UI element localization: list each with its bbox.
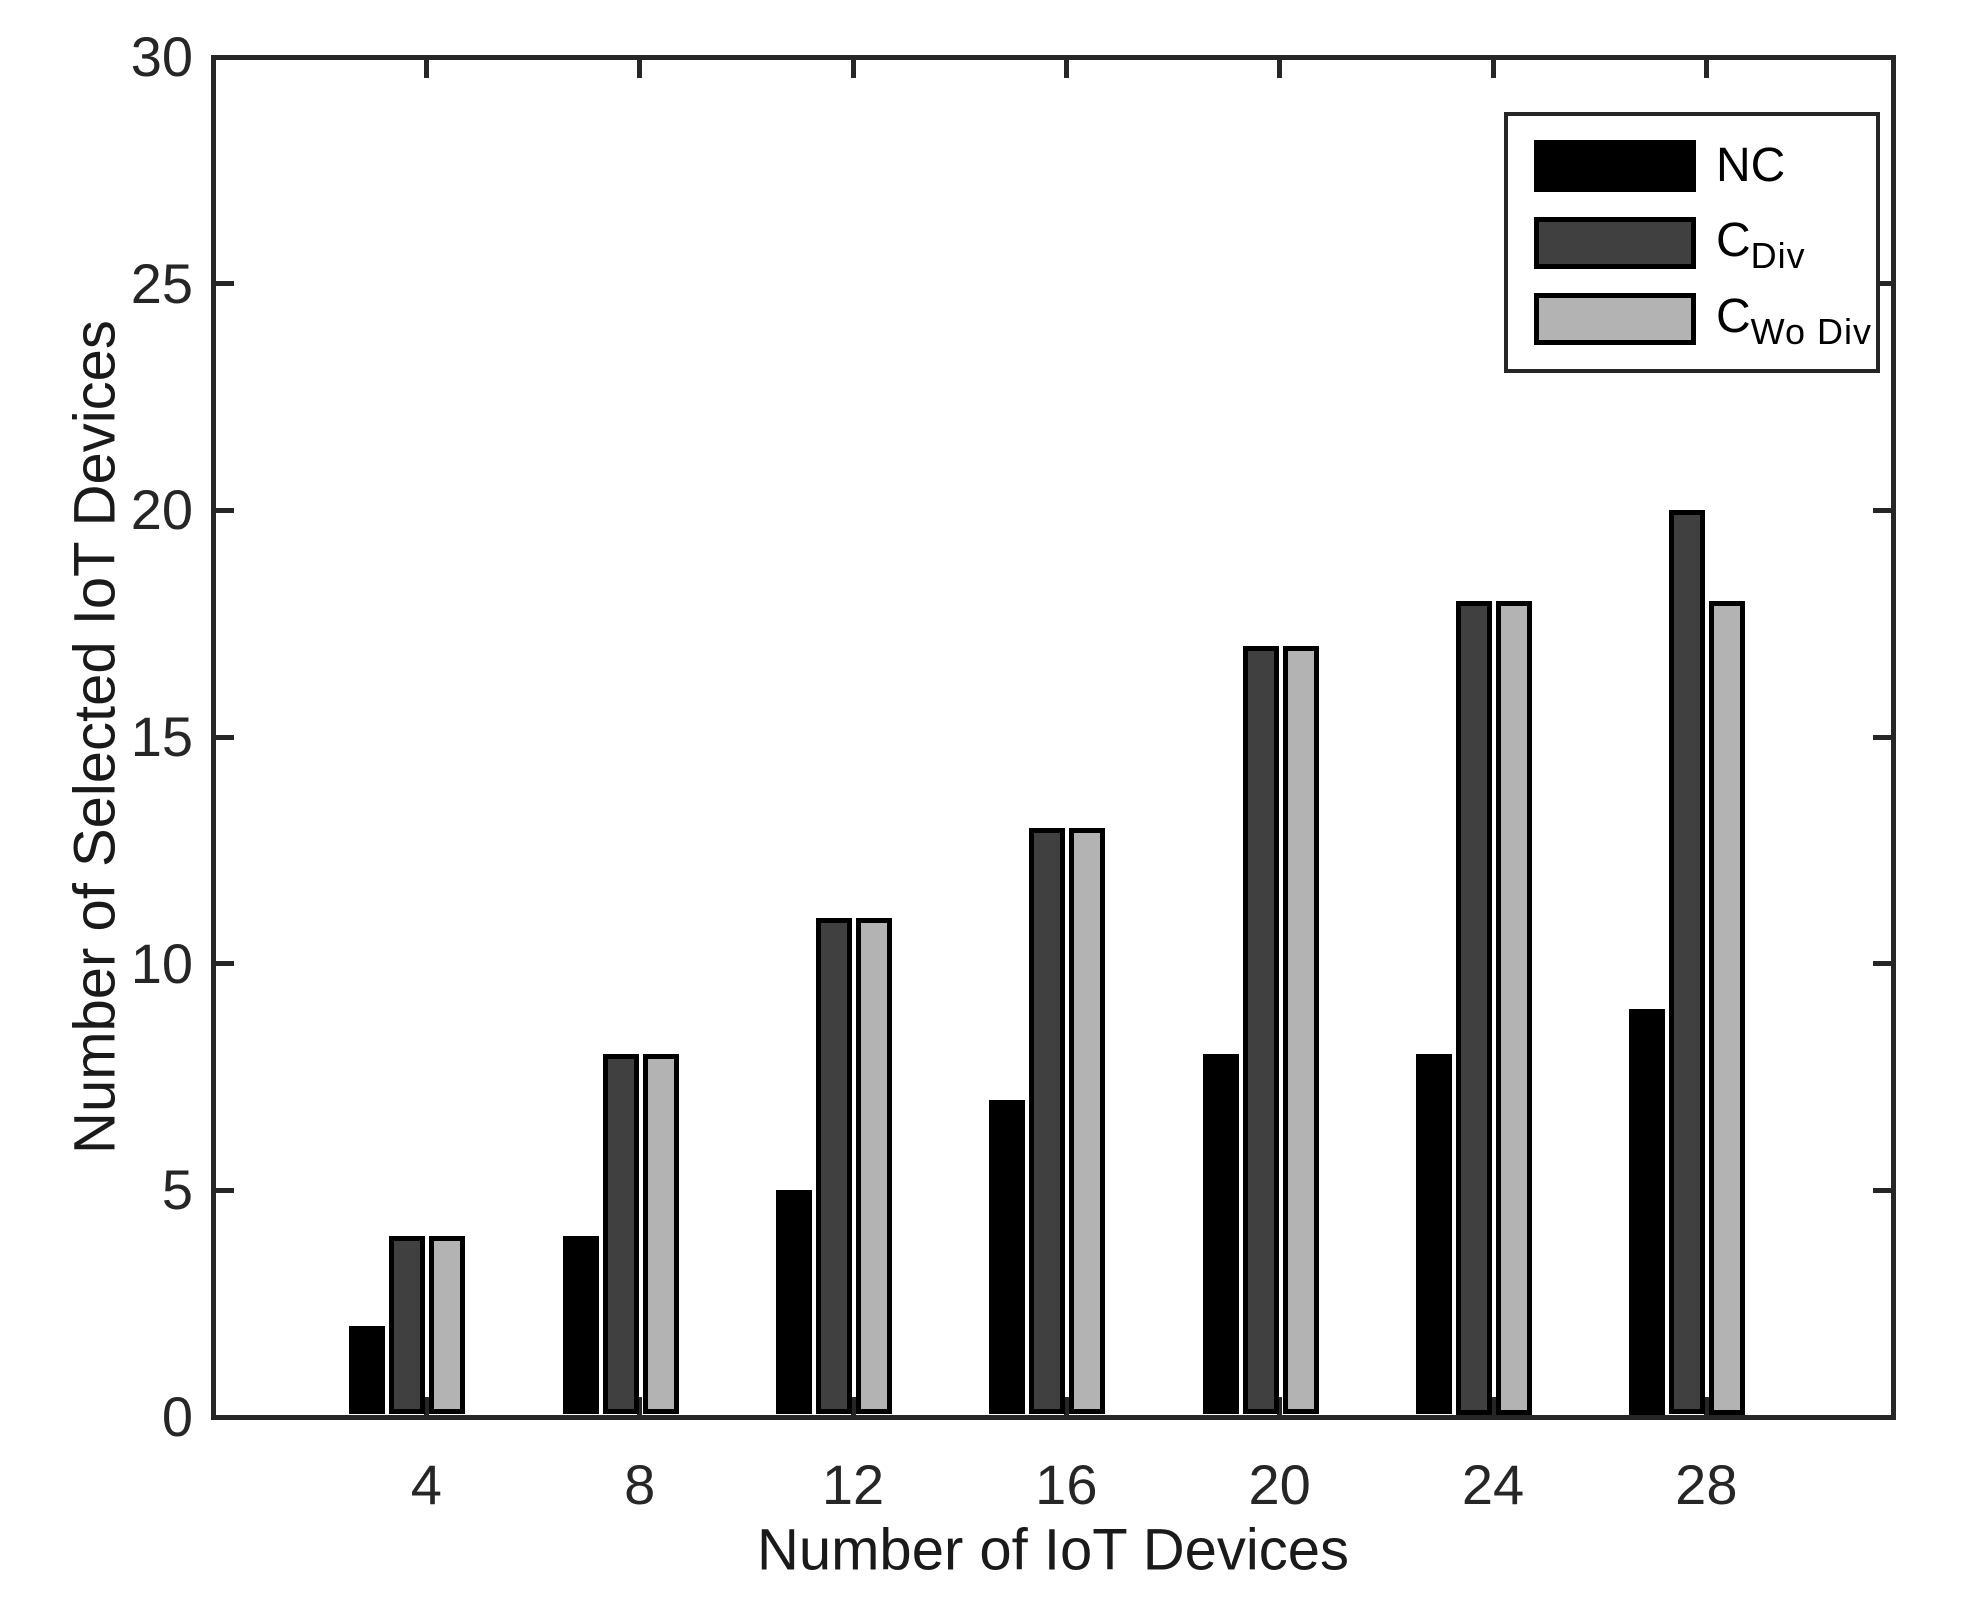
x-tick-bottom-12 bbox=[850, 1396, 856, 1415]
bar-NC-x20 bbox=[1202, 1054, 1239, 1415]
bar-NC-x16 bbox=[989, 1099, 1026, 1415]
y-tick-right-20 bbox=[1872, 507, 1891, 513]
bar-C_Div-x4 bbox=[389, 1235, 426, 1415]
x-tick-bottom-16 bbox=[1063, 1396, 1069, 1415]
bar-C_Div-x16 bbox=[1029, 827, 1066, 1415]
y-axis-label: Number of Selected IoT Devices bbox=[62, 320, 128, 1154]
x-tick-label-16: 16 bbox=[1035, 1453, 1098, 1516]
legend-swatch-C_WoDiv bbox=[1534, 292, 1696, 345]
y-tick-label-20: 20 bbox=[130, 478, 193, 542]
y-tick-right-10 bbox=[1872, 961, 1891, 967]
bar-C_WoDiv-x4 bbox=[429, 1235, 466, 1415]
bar-NC-x28 bbox=[1629, 1009, 1666, 1415]
legend: NC CDiv CWo Div bbox=[1504, 112, 1880, 373]
legend-label-C_WoDiv: CWo Div bbox=[1716, 290, 1873, 352]
x-tick-label-12: 12 bbox=[821, 1453, 885, 1516]
y-tick-left-20 bbox=[215, 507, 234, 513]
x-tick-label-8: 8 bbox=[624, 1453, 656, 1516]
x-tick-top-16 bbox=[1063, 59, 1069, 78]
x-tick-top-12 bbox=[850, 59, 856, 78]
bar-C_WoDiv-x24 bbox=[1496, 601, 1532, 1415]
y-tick-left-10 bbox=[215, 961, 234, 967]
y-tick-label-25: 25 bbox=[130, 251, 193, 315]
legend-item-C_Div: CDiv bbox=[1534, 214, 1876, 276]
bar-NC-x8 bbox=[562, 1235, 599, 1415]
legend-item-C_WoDiv: CWo Div bbox=[1534, 290, 1876, 352]
y-tick-label-0: 0 bbox=[161, 1385, 193, 1448]
x-tick-label-4: 4 bbox=[410, 1453, 442, 1516]
bar-NC-x12 bbox=[776, 1190, 812, 1415]
bar-C_WoDiv-x16 bbox=[1069, 827, 1106, 1415]
x-tick-label-20: 20 bbox=[1248, 1453, 1311, 1516]
x-tick-top-28 bbox=[1703, 59, 1709, 78]
legend-label-C_Div: CDiv bbox=[1716, 214, 1806, 276]
legend-item-NC: NC bbox=[1534, 139, 1876, 193]
x-tick-bottom-24 bbox=[1490, 1396, 1496, 1415]
bar-C_Div-x20 bbox=[1242, 646, 1279, 1415]
bar-C_Div-x28 bbox=[1669, 510, 1706, 1415]
y-tick-right-25 bbox=[1872, 281, 1891, 287]
legend-swatch-NC bbox=[1534, 140, 1696, 193]
y-tick-left-15 bbox=[215, 734, 234, 740]
bar-C_Div-x8 bbox=[602, 1054, 639, 1415]
x-tick-bottom-4 bbox=[423, 1396, 429, 1415]
x-tick-top-4 bbox=[423, 59, 429, 78]
x-tick-bottom-8 bbox=[637, 1396, 643, 1415]
bar-C_Div-x12 bbox=[816, 918, 852, 1415]
bar-C_WoDiv-x28 bbox=[1709, 601, 1746, 1415]
legend-swatch-C_Div bbox=[1534, 216, 1696, 269]
bar-NC-x4 bbox=[349, 1326, 386, 1415]
y-tick-right-5 bbox=[1872, 1187, 1891, 1193]
bar-C_WoDiv-x8 bbox=[642, 1054, 679, 1415]
bar-C_WoDiv-x12 bbox=[856, 918, 892, 1415]
y-tick-label-10: 10 bbox=[130, 931, 193, 995]
y-tick-label-30: 30 bbox=[130, 25, 193, 88]
bar-C_Div-x24 bbox=[1456, 601, 1492, 1415]
y-tick-label-5: 5 bbox=[161, 1158, 193, 1222]
y-tick-right-15 bbox=[1872, 734, 1891, 740]
x-axis-label: Number of IoT Devices bbox=[756, 1517, 1350, 1583]
x-tick-bottom-20 bbox=[1277, 1396, 1283, 1415]
y-tick-label-15: 15 bbox=[130, 705, 193, 768]
x-tick-label-24: 24 bbox=[1461, 1453, 1525, 1516]
x-tick-top-24 bbox=[1490, 59, 1496, 78]
y-tick-left-25 bbox=[215, 281, 234, 287]
y-tick-left-5 bbox=[215, 1187, 234, 1193]
bar-NC-x24 bbox=[1416, 1054, 1452, 1415]
x-tick-label-28: 28 bbox=[1675, 1453, 1738, 1516]
x-tick-top-8 bbox=[637, 59, 643, 78]
bar-C_WoDiv-x20 bbox=[1282, 646, 1319, 1415]
x-tick-top-20 bbox=[1277, 59, 1283, 78]
plot-area bbox=[210, 54, 1896, 1420]
x-tick-bottom-28 bbox=[1703, 1396, 1709, 1415]
legend-label-NC: NC bbox=[1716, 139, 1786, 193]
